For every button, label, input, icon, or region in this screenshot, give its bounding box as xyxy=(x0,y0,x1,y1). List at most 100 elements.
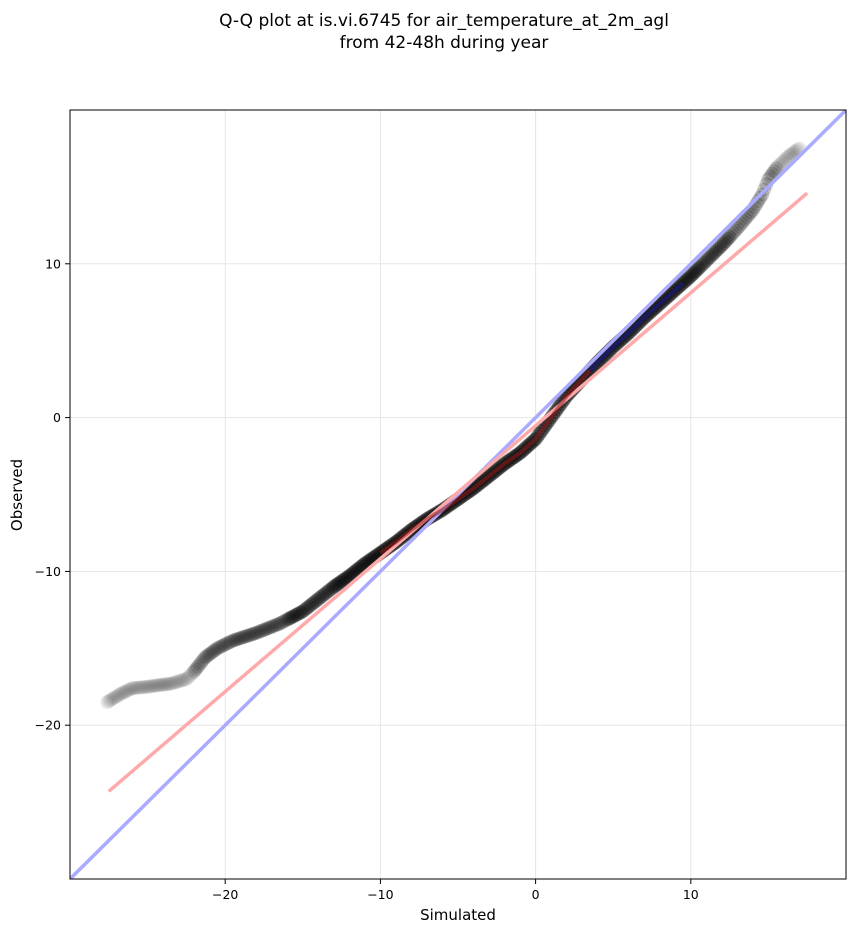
quantile-point xyxy=(114,686,129,701)
quantile-point xyxy=(208,642,223,657)
y-tick-label: −20 xyxy=(35,718,61,733)
quantile-point xyxy=(136,680,151,695)
quantile-point xyxy=(315,589,330,604)
quantile-point xyxy=(199,649,214,664)
quantile-point xyxy=(134,680,149,695)
quantile-point xyxy=(342,569,357,584)
quantile-point xyxy=(772,157,787,172)
y-tick-label: −10 xyxy=(35,564,61,579)
quantile-point xyxy=(158,677,173,692)
quantile-point xyxy=(162,676,177,691)
quantile-point xyxy=(107,690,122,705)
quantile-point xyxy=(681,270,696,285)
quantile-point xyxy=(736,214,751,229)
quantile-point xyxy=(112,687,127,702)
quantile-point xyxy=(691,261,706,276)
quantile-point xyxy=(206,643,221,658)
quantile-point xyxy=(299,601,314,616)
quantile-point xyxy=(222,635,237,650)
quantile-point xyxy=(344,567,359,582)
quantile-point xyxy=(160,677,175,692)
quantile-point xyxy=(238,629,253,644)
quantile-point xyxy=(709,244,724,259)
quantile-point xyxy=(695,257,710,272)
quantile-point xyxy=(149,678,164,693)
quantile-point xyxy=(703,249,718,264)
quantile-point xyxy=(295,604,310,619)
quantile-point xyxy=(100,695,115,710)
y-tick-label: 0 xyxy=(53,410,61,425)
quantile-point xyxy=(779,150,794,165)
quantile-point xyxy=(699,253,714,268)
quantile-point xyxy=(240,628,255,643)
quantile-point xyxy=(127,681,142,696)
quantile-point xyxy=(283,611,298,626)
quantile-point xyxy=(103,692,118,707)
quantile-point xyxy=(138,679,153,694)
quantile-point xyxy=(125,681,140,696)
quantile-point xyxy=(334,574,349,589)
quantile-point xyxy=(146,678,161,693)
quantile-point xyxy=(163,676,178,691)
quantile-point xyxy=(110,688,125,703)
quantile-point xyxy=(274,615,289,630)
quantile-point xyxy=(130,680,145,695)
quantile-point xyxy=(701,251,716,266)
quantile-point xyxy=(165,676,180,691)
quantile-point xyxy=(710,242,725,257)
quantile-point xyxy=(330,577,345,592)
quantile-point xyxy=(234,630,249,645)
quantile-point xyxy=(286,609,301,624)
quantile-point xyxy=(252,624,267,639)
x-tick-label: 10 xyxy=(683,887,699,902)
quantile-point xyxy=(785,146,800,161)
quantile-point xyxy=(724,227,739,242)
quantile-point xyxy=(348,564,363,579)
quantile-point xyxy=(774,156,789,171)
quantile-point xyxy=(227,633,242,648)
quantile-point xyxy=(256,623,271,638)
quantile-point xyxy=(685,267,700,282)
quantile-point xyxy=(201,647,216,662)
quantile-point xyxy=(218,637,233,652)
quantile-point xyxy=(225,633,240,648)
quantile-point xyxy=(249,625,264,640)
quantile-point xyxy=(693,259,708,274)
central-quantile-blue xyxy=(588,281,685,373)
quantile-point xyxy=(212,640,227,655)
quantile-point xyxy=(297,602,312,617)
quantile-point xyxy=(251,625,266,640)
quantile-point xyxy=(236,630,251,645)
quantile-point xyxy=(317,587,332,602)
quantile-point xyxy=(311,592,326,607)
quantile-point xyxy=(290,607,305,622)
plot-frame xyxy=(69,109,847,880)
quantile-point xyxy=(144,679,159,694)
x-axis-label: Simulated xyxy=(420,906,496,924)
grid xyxy=(70,110,846,879)
quantile-point xyxy=(277,613,292,628)
quantile-point xyxy=(220,636,235,651)
quantile-point xyxy=(726,225,741,240)
quantile-point xyxy=(332,575,347,590)
quantile-point xyxy=(338,571,353,586)
fit-line xyxy=(107,191,809,793)
quantile-point xyxy=(216,638,231,653)
quantile-point xyxy=(328,578,343,593)
quantile-point xyxy=(119,683,134,698)
quantile-point xyxy=(196,652,211,667)
quantile-point xyxy=(728,223,743,238)
quantile-point xyxy=(242,628,257,643)
quantile-point xyxy=(313,590,328,605)
quantile-point xyxy=(718,234,733,249)
quantile-point xyxy=(305,596,320,611)
quantile-point xyxy=(716,236,731,251)
quantile-point xyxy=(707,246,722,261)
quantile-point xyxy=(258,622,273,637)
quantile-point xyxy=(105,691,120,706)
quantile-point xyxy=(183,668,198,683)
quantile-point xyxy=(319,585,334,600)
chart-subtitle: from 42-48h during year xyxy=(340,33,549,53)
quantile-point xyxy=(175,673,190,688)
